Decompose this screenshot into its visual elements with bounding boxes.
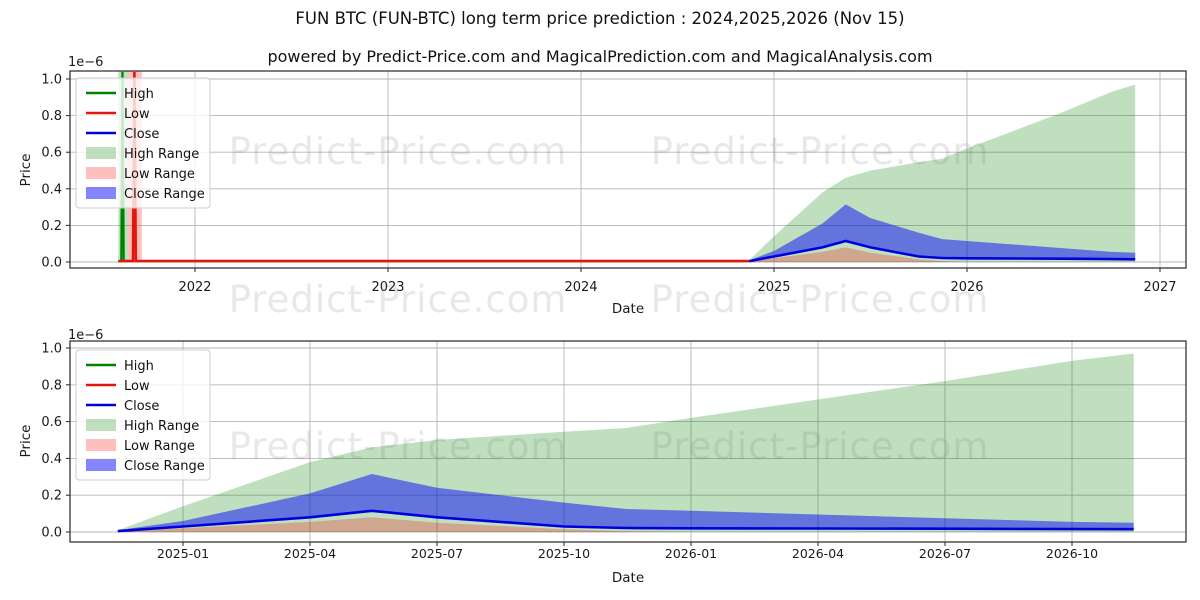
x-tick-label: 2027 (1143, 280, 1176, 295)
y-tick-label: 0.4 (41, 182, 62, 197)
y-tick-label: 0.0 (41, 526, 62, 541)
legend-label: High (124, 359, 154, 374)
high-range-area (117, 353, 1134, 532)
y-axis-label: Price (18, 154, 34, 187)
legend-label: High (124, 87, 154, 102)
close-line (117, 509, 1134, 533)
legend-label: High Range (124, 147, 199, 162)
x-tick-label: 2025 (757, 280, 790, 295)
y-offset-label: 1e−6 (68, 55, 103, 70)
y-tick-label: 1.0 (41, 342, 62, 357)
legend-swatch (86, 187, 116, 199)
legend-label: High Range (124, 419, 199, 434)
y-tick-label: 1.0 (41, 73, 62, 88)
legend-box (75, 349, 211, 481)
close-range-area (749, 204, 1136, 262)
tick-labels: 2022 2023 2024 2025 2026 2027 0.0 0.2 0.4 0.6 0.8 1… (41, 73, 1176, 296)
y-tick-label: 0.6 (41, 415, 62, 430)
y-tick-label: 0.2 (41, 489, 62, 504)
legend-label: Close (124, 127, 159, 142)
legend-label: Low (124, 107, 150, 122)
legend-label: Low (124, 379, 150, 394)
y-tick-label: 0.4 (41, 452, 62, 467)
legend-swatch (86, 459, 116, 471)
legend-swatch (86, 167, 116, 179)
page-subtitle: powered by Predict-Price.com and Magical… (267, 47, 933, 66)
high-range-area (749, 84, 1136, 262)
y-offset-label: 1e−6 (68, 328, 103, 343)
page-title: FUN BTC (FUN-BTC) long term price predic… (295, 9, 905, 28)
y-axis-label: Price (18, 425, 34, 458)
legend-box (75, 77, 211, 209)
low-line-historical (118, 71, 750, 263)
x-tick-label: 2026-04 (792, 546, 844, 561)
legend: High Low Close High Range Low Range Close Ran… (75, 349, 211, 481)
legend-swatch (86, 439, 116, 451)
low-range-area (117, 517, 1134, 532)
y-tick-label: 0.8 (41, 109, 62, 124)
x-tick-label: 2023 (371, 280, 404, 295)
x-tick-label: 2025-07 (411, 546, 463, 561)
x-tick-label: 2025-04 (284, 546, 336, 561)
legend-label: Close Range (124, 187, 205, 202)
close-range-area (117, 474, 1134, 532)
tick-labels: 2025-01 2025-04 2025-07 2025-10 2026-01 2026-… (41, 342, 1098, 562)
x-tick-label: 2026-10 (1046, 546, 1098, 561)
top-chart: 2022 2023 2024 2025 2026 2027 0.0 0.2 0.4 0.6 0.8 1… (18, 55, 1187, 317)
axes-frame (69, 340, 1187, 543)
y-tick-label: 0.0 (41, 256, 62, 271)
y-tick-label: 0.6 (41, 146, 62, 161)
low-range-area (749, 247, 1136, 262)
x-tick-label: 2022 (178, 280, 211, 295)
legend-swatch (86, 419, 116, 431)
legend-label: Close Range (124, 459, 205, 474)
legend-swatch (86, 147, 116, 159)
x-tick-label: 2026-01 (665, 546, 717, 561)
x-tick-label: 2025-10 (538, 546, 590, 561)
y-tick-label: 0.2 (41, 219, 62, 234)
axes-frame (69, 70, 1187, 269)
close-line (748, 239, 1136, 263)
x-tick-label: 2025-01 (157, 546, 209, 561)
x-axis-label: Date (612, 301, 644, 317)
bottom-chart: 2025-01 2025-04 2025-07 2025-10 2026-01 2026-… (18, 328, 1187, 586)
x-tick-label: 2026 (950, 280, 983, 295)
x-axis-label: Date (612, 570, 644, 586)
x-tick-label: 2026-07 (919, 546, 971, 561)
legend-label: Low Range (124, 439, 195, 454)
x-tick-label: 2024 (564, 280, 597, 295)
legend-label: Close (124, 399, 159, 414)
y-tick-label: 0.8 (41, 378, 62, 393)
legend-label: Low Range (124, 167, 195, 182)
legend: High Low Close High Range Low Range Close Ran… (75, 77, 211, 209)
